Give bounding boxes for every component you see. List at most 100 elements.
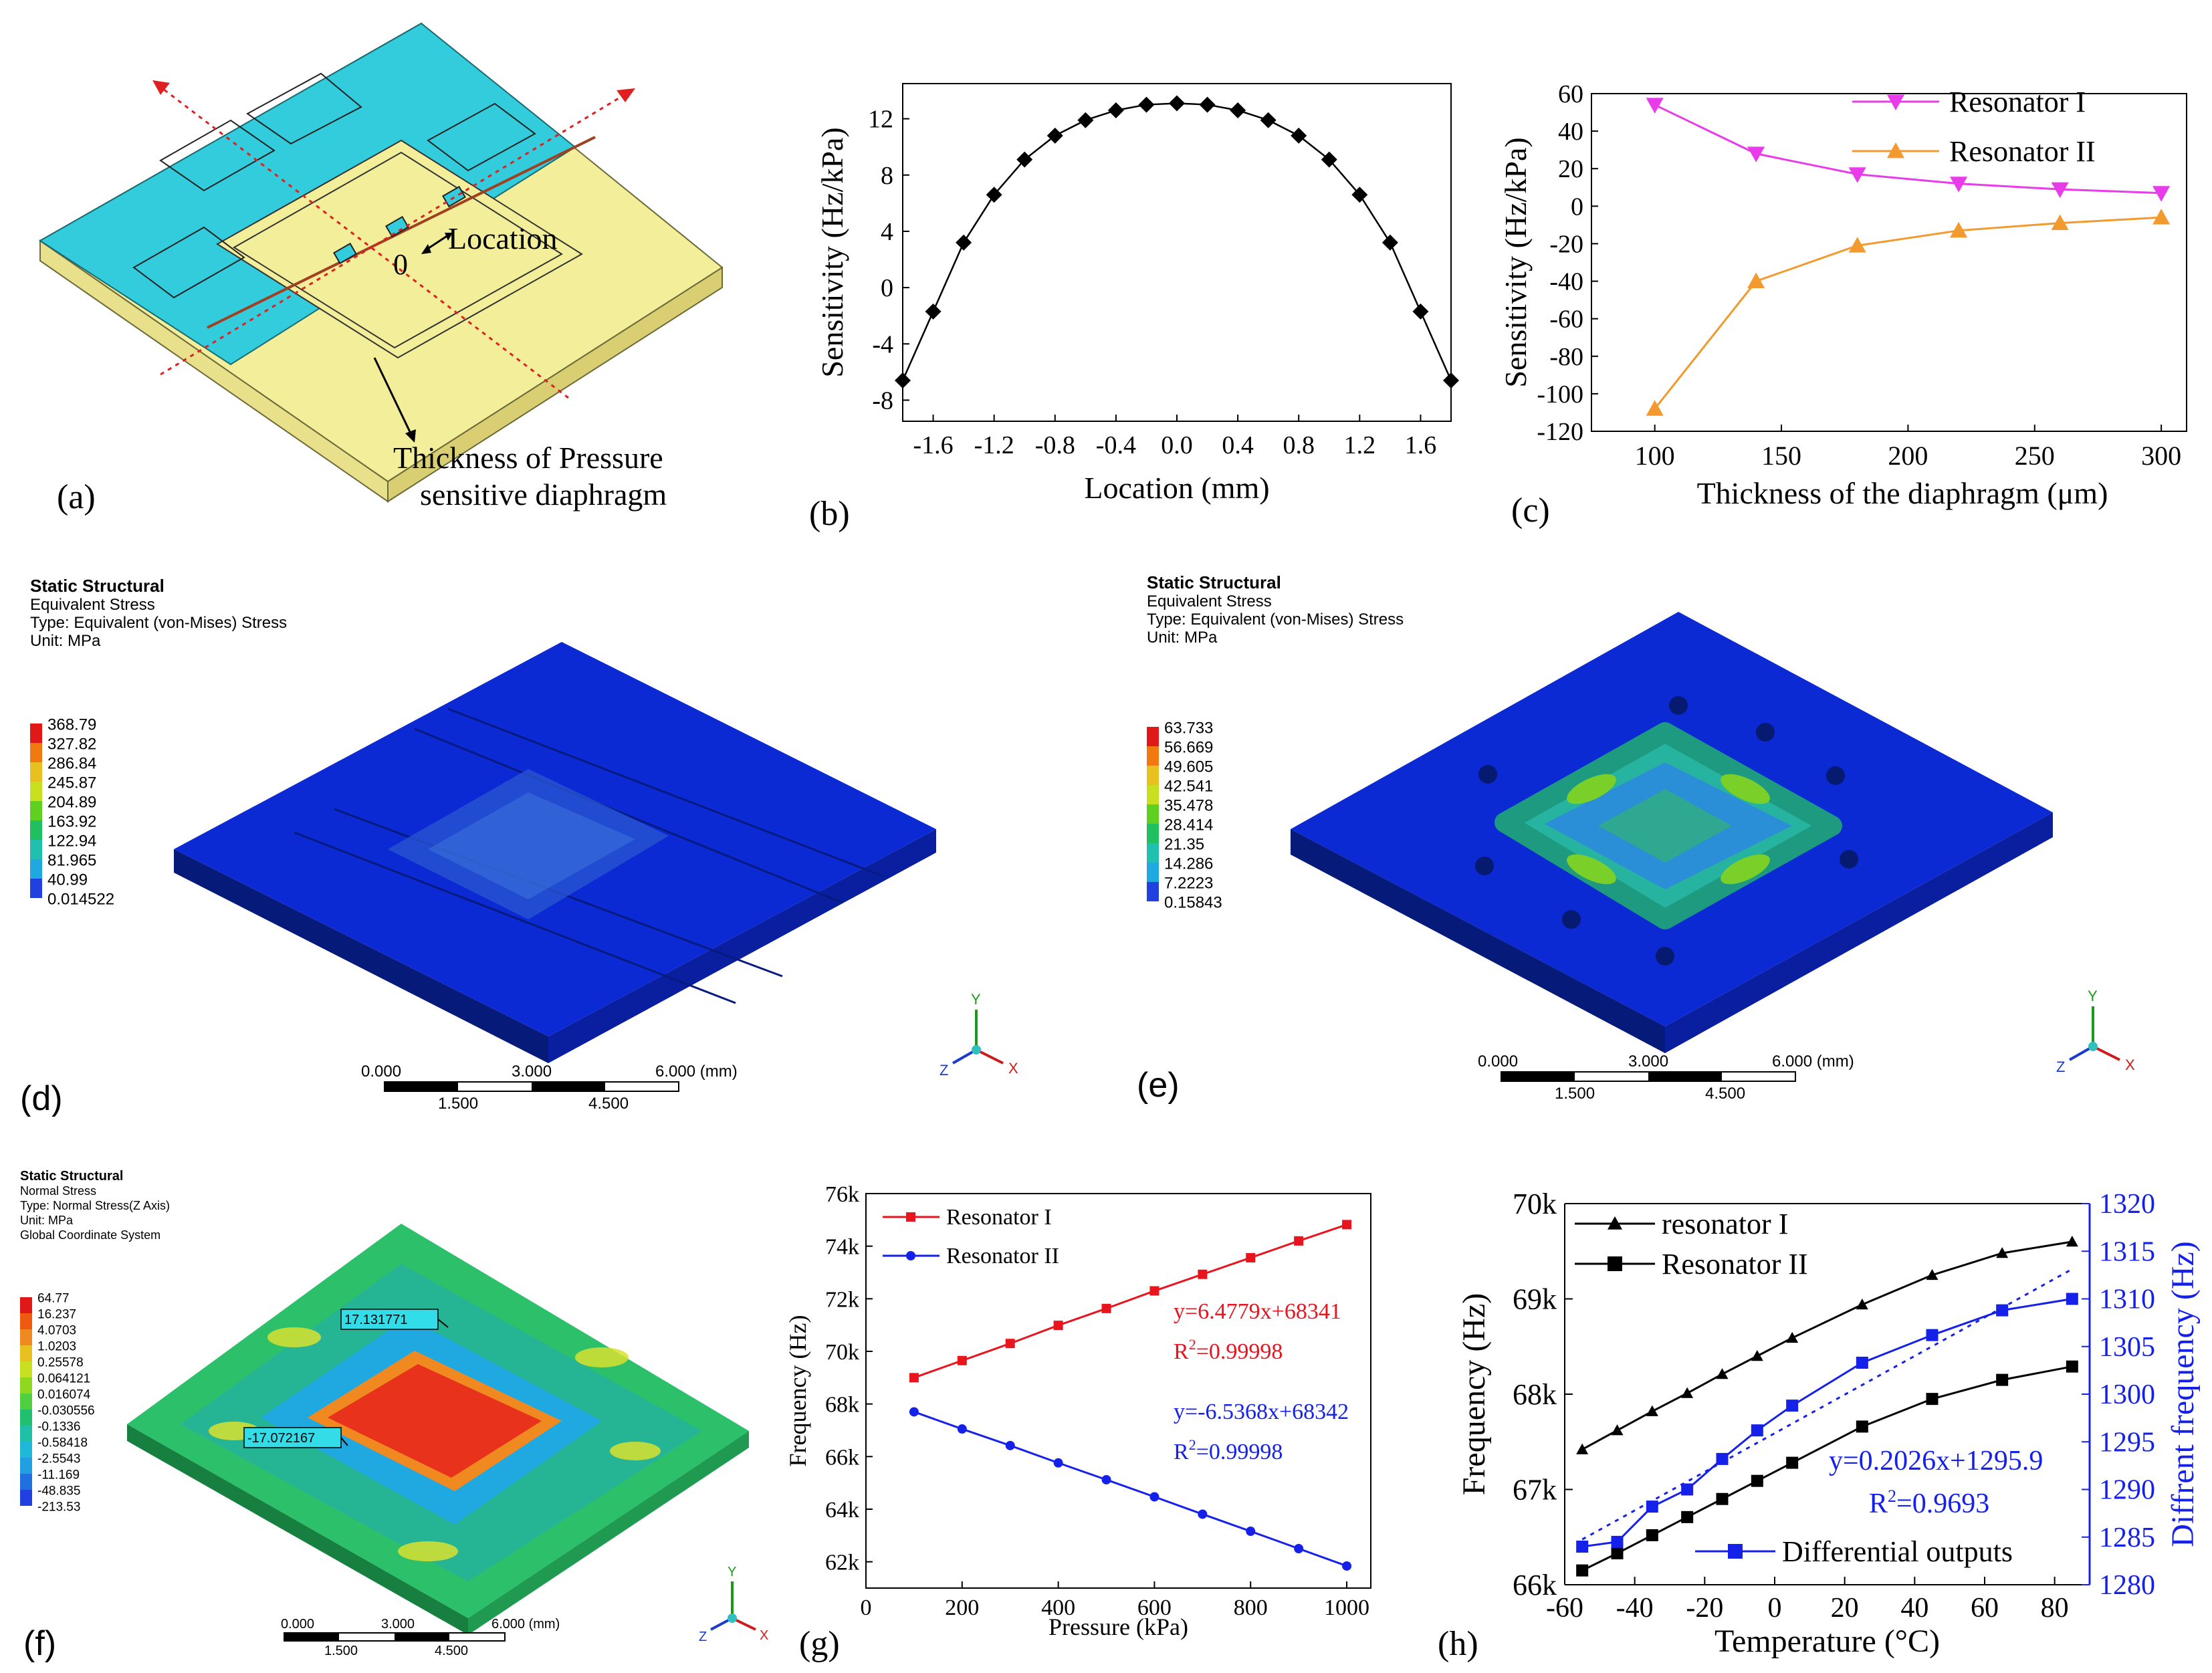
legend-band <box>30 723 42 743</box>
data-point <box>1077 112 1094 128</box>
x-tick-label: 150 <box>1761 441 1801 471</box>
data-point <box>2152 209 2171 225</box>
panel-g: (g) 0 200 400 600 800 1000 62k 64k 66k 68k 70k 72k 7… <box>784 1163 1404 1665</box>
data-point <box>1996 1373 2009 1386</box>
data-point <box>1950 177 1968 193</box>
plot-frame <box>865 1193 1371 1589</box>
y-tick-label: 12 <box>868 106 893 134</box>
legend-label: Resonator II <box>1662 1248 1808 1280</box>
panel-label-g: (g) <box>799 1625 840 1663</box>
legend-value: -0.58418 <box>37 1436 88 1450</box>
y-tick-label: -80 <box>1549 343 1583 371</box>
data-point <box>1230 102 1246 118</box>
legend-band <box>30 743 42 762</box>
data-point <box>1053 1321 1063 1331</box>
scale-label: 1.500 <box>438 1095 478 1113</box>
legend-band <box>20 1377 32 1393</box>
legend-marker <box>1608 1216 1622 1230</box>
legend-value: 163.92 <box>47 813 96 831</box>
panel-d: Static Structural Equivalent Stress Type… <box>13 568 1097 1118</box>
legend-band <box>20 1361 32 1377</box>
legend-band <box>1147 824 1159 843</box>
y-axis-label: Frequency (Hz) <box>789 1315 811 1467</box>
data-point <box>957 1355 967 1365</box>
axis-triad-icon: Y X Z <box>699 1565 768 1644</box>
data-point <box>1053 1458 1063 1468</box>
legend-value: -11.169 <box>37 1468 80 1482</box>
legend-band <box>20 1393 32 1410</box>
legend-value: 42.541 <box>1164 778 1213 796</box>
data-point <box>2066 1360 2078 1373</box>
sim-header-line: Normal Stress <box>20 1184 96 1198</box>
legend-value: 0.016074 <box>37 1388 91 1402</box>
svg-text:Y: Y <box>2088 988 2098 1004</box>
scale-label: 6.000 (mm) <box>655 1063 738 1081</box>
series-line <box>913 1223 1347 1379</box>
data-point <box>909 1373 919 1383</box>
data-point <box>1611 1547 1624 1559</box>
y-axis-label: Frequency (Hz) <box>1456 1293 1492 1496</box>
scale-label: 6.000 (mm) <box>1772 1052 1854 1071</box>
legend-value: 16.237 <box>37 1308 76 1322</box>
r-squared-label: R2=0.99998 <box>1174 1436 1283 1464</box>
x-axis-label: Location (mm) <box>1084 471 1269 505</box>
panel-h: (h) -60 -40 -20 0 20 40 60 80 66k 67k 68k 69k 70k 128… <box>1431 1157 2207 1665</box>
x-tick-label: 0 <box>861 1595 872 1620</box>
x-tick-label: -0.4 <box>1096 431 1136 459</box>
legend-band <box>1147 843 1159 863</box>
panel-label-c: (c) <box>1511 491 1550 530</box>
x-tick-label: -0.8 <box>1035 431 1075 459</box>
x-tick-label: 0 <box>1768 1593 1782 1624</box>
scale-label: 4.500 <box>1705 1085 1745 1103</box>
scale-label: 0.000 <box>281 1617 314 1632</box>
sim-header-line: Unit: MPa <box>20 1214 74 1227</box>
svg-text:X: X <box>2125 1056 2135 1073</box>
data-point <box>1747 146 1765 162</box>
fit-equation: y=6.4779x+68341 <box>1174 1299 1341 1324</box>
scale-label: 6.000 (mm) <box>491 1617 560 1632</box>
y-tick-label: 20 <box>1558 155 1583 183</box>
x-axis-label: Temperature (°C) <box>1715 1624 1940 1659</box>
data-point <box>1005 1339 1015 1349</box>
legend-band <box>1147 804 1159 824</box>
legend-band <box>1147 785 1159 804</box>
x-tick-label: 1.2 <box>1344 431 1376 459</box>
legend-band <box>30 859 42 879</box>
data-point <box>1005 1440 1015 1450</box>
legend-value: 49.605 <box>1164 758 1213 776</box>
legend-band <box>30 840 42 859</box>
data-point <box>1751 1474 1763 1487</box>
sim-header-line: Unit: MPa <box>30 632 101 650</box>
data-point <box>1199 96 1216 113</box>
x-tick-label: 1000 <box>1324 1595 1369 1620</box>
data-point <box>1246 1527 1256 1537</box>
legend-value: 7.2223 <box>1164 875 1213 893</box>
data-point <box>1646 98 1664 114</box>
y-tick-label: -120 <box>1537 418 1583 446</box>
panel-label-e: (e) <box>1137 1066 1180 1105</box>
data-point <box>1646 400 1664 416</box>
legend-label: Resonator II <box>946 1244 1059 1268</box>
legend-band <box>30 879 42 898</box>
data-point <box>1260 112 1277 128</box>
x-tick-label: -60 <box>1546 1593 1583 1624</box>
legend-label: Differential outputs <box>1782 1535 2013 1568</box>
legend-value: -2.5543 <box>37 1452 80 1466</box>
scale-label: 4.500 <box>435 1644 468 1658</box>
scale-label: 3.000 <box>512 1063 552 1081</box>
data-point <box>957 1424 967 1434</box>
y-tick-label: -4 <box>872 330 893 358</box>
svg-text:Z: Z <box>699 1630 707 1644</box>
data-point <box>1646 1529 1658 1541</box>
legend-value: -0.030556 <box>37 1404 95 1418</box>
legend-band <box>20 1458 32 1474</box>
y-tick-label: 4 <box>881 218 893 246</box>
data-point <box>909 1407 919 1417</box>
legend-value: 21.35 <box>1164 836 1204 854</box>
data-point <box>1198 1269 1208 1279</box>
svg-text:X: X <box>760 1628 768 1643</box>
legend-value: 40.99 <box>47 871 88 889</box>
data-point <box>1149 1492 1159 1502</box>
sim-header-line: Unit: MPa <box>1147 629 1218 647</box>
y-tick-label: 8 <box>881 162 893 190</box>
